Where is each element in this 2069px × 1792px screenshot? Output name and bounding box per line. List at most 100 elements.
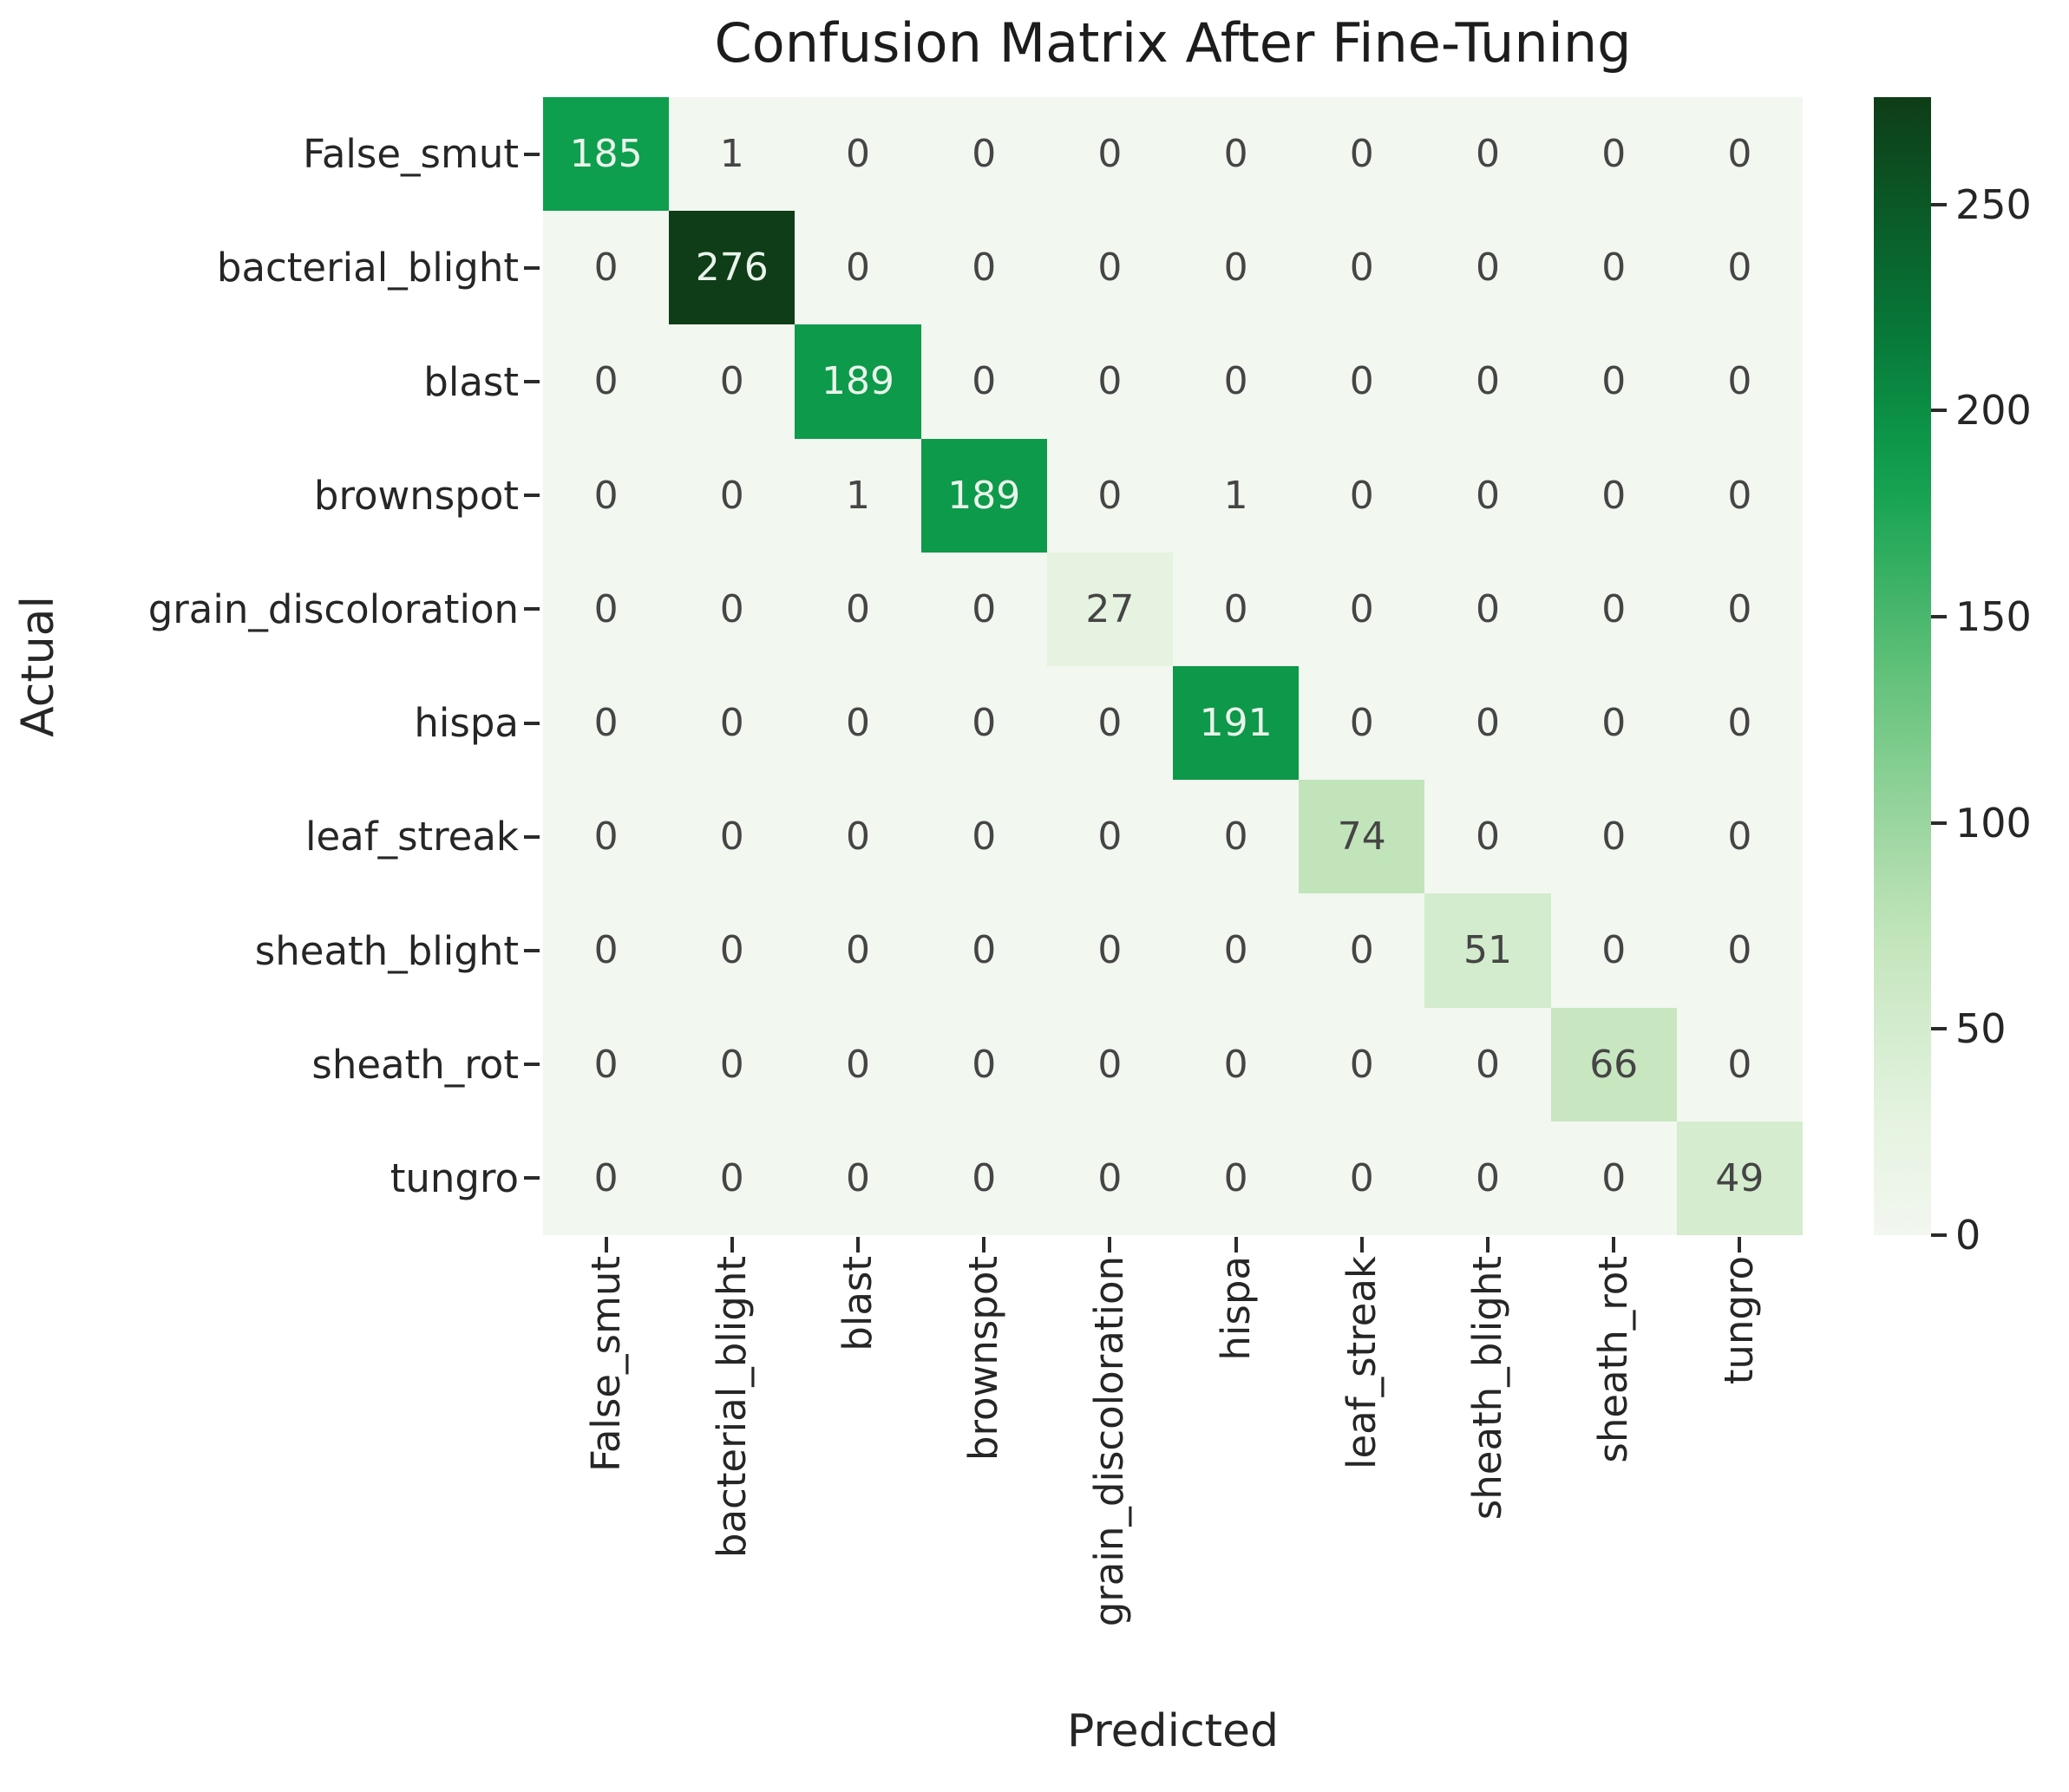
x-tick-label: hispa <box>1212 1256 1259 1361</box>
heatmap-cell: 189 <box>795 324 921 439</box>
heatmap-cell: 0 <box>1424 1121 1551 1235</box>
x-tick-label: blast <box>835 1256 881 1351</box>
heatmap-cell: 0 <box>1550 665 1677 781</box>
heatmap-cell: 0 <box>1046 97 1173 212</box>
heatmap-cell: 0 <box>1299 665 1425 781</box>
heatmap-cell: 0 <box>1424 780 1551 894</box>
heatmap-cell: 0 <box>1550 438 1677 553</box>
heatmap-cell: 0 <box>1299 893 1425 1008</box>
y-tick-label: sheath_blight <box>254 927 519 974</box>
heatmap-cell: 0 <box>1676 211 1803 325</box>
heatmap-cell: 0 <box>795 1007 921 1122</box>
heatmap-cell: 0 <box>1299 1007 1425 1122</box>
heatmap-cell: 0 <box>543 552 670 666</box>
heatmap-cell: 51 <box>1424 893 1551 1008</box>
heatmap-cell: 0 <box>795 665 921 781</box>
heatmap-cell: 0 <box>1299 552 1425 666</box>
heatmap-cell: 66 <box>1550 1007 1677 1122</box>
heatmap-cell: 0 <box>1299 1121 1425 1235</box>
x-tick-label: grain_discoloration <box>1086 1256 1133 1627</box>
heatmap-cell: 0 <box>1046 1007 1173 1122</box>
colorbar-tick-label: 150 <box>1955 592 2032 640</box>
heatmap-cell: 0 <box>1046 780 1173 894</box>
axis-tick <box>1234 1237 1238 1252</box>
y-tick-label: bacterial_blight <box>216 245 519 291</box>
heatmap-cell: 0 <box>1550 780 1677 894</box>
heatmap-cell: 0 <box>669 665 796 781</box>
axis-tick <box>1931 202 1947 206</box>
heatmap-cell: 0 <box>1676 665 1803 781</box>
axis-tick <box>524 721 540 725</box>
heatmap-cell: 0 <box>920 893 1047 1008</box>
heatmap-cell: 0 <box>795 552 921 666</box>
heatmap-cell: 0 <box>543 1121 670 1235</box>
x-axis-tick-labels: False_smut bacterial_blight blast brownspot… <box>543 1256 1803 1707</box>
x-tick-label: tungro <box>1716 1256 1763 1385</box>
y-tick-label: blast <box>423 358 519 405</box>
heatmap-cell: 49 <box>1676 1121 1803 1235</box>
axis-tick <box>1931 821 1947 825</box>
heatmap-cell: 0 <box>1676 1007 1803 1122</box>
axis-tick <box>604 1237 608 1252</box>
heatmap-cell: 0 <box>1172 780 1300 894</box>
axis-tick <box>856 1237 860 1252</box>
heatmap-cell: 1 <box>795 438 921 553</box>
colorbar-tick-label: 50 <box>1955 1005 2007 1053</box>
x-tick-label: False_smut <box>582 1256 629 1472</box>
heatmap-cell: 0 <box>1046 438 1173 553</box>
heatmap-cell: 0 <box>669 893 796 1008</box>
axis-tick <box>524 607 540 612</box>
heatmap-cell: 0 <box>1676 780 1803 894</box>
heatmap-cell: 0 <box>920 552 1047 666</box>
heatmap-cell: 27 <box>1046 552 1173 666</box>
heatmap-cell: 0 <box>669 438 796 553</box>
heatmap-cell: 0 <box>1172 324 1300 439</box>
axis-tick <box>524 834 540 839</box>
axis-tick <box>730 1237 734 1252</box>
heatmap-cell: 0 <box>1172 97 1300 212</box>
axis-tick <box>1931 1027 1947 1031</box>
heatmap-cell: 0 <box>543 324 670 439</box>
heatmap-cell: 0 <box>1046 211 1173 325</box>
heatmap-cell: 276 <box>669 211 796 325</box>
x-tick-label: sheath_blight <box>1464 1256 1510 1521</box>
heatmap-cell: 0 <box>543 780 670 894</box>
heatmap-cell: 191 <box>1172 665 1300 781</box>
heatmap-cell: 0 <box>1550 97 1677 212</box>
y-tick-label: tungro <box>390 1154 519 1201</box>
axis-tick <box>1931 1233 1947 1237</box>
heatmap-cell: 0 <box>1424 211 1551 325</box>
colorbar-tick-label: 200 <box>1955 387 2032 435</box>
axis-tick <box>1108 1237 1112 1252</box>
heatmap-cell: 0 <box>1424 665 1551 781</box>
y-tick-label: hispa <box>414 700 519 747</box>
heatmap-cell: 0 <box>669 552 796 666</box>
heatmap-cell: 0 <box>1046 893 1173 1008</box>
heatmap-cell: 0 <box>669 1121 796 1235</box>
heatmap-cell: 0 <box>920 780 1047 894</box>
x-tick-label: leaf_streak <box>1338 1256 1385 1470</box>
heatmap-cell: 0 <box>1550 893 1677 1008</box>
y-tick-label: False_smut <box>303 131 519 178</box>
x-tick-label: sheath_rot <box>1590 1256 1637 1463</box>
heatmap-cell: 1 <box>1172 438 1300 553</box>
heatmap-cell: 0 <box>920 665 1047 781</box>
axis-tick <box>1931 614 1947 618</box>
heatmap-cell: 0 <box>1299 324 1425 439</box>
chart-title: Confusion Matrix After Fine-Tuning <box>714 11 1632 75</box>
heatmap-cell: 0 <box>1172 893 1300 1008</box>
axis-tick <box>1931 409 1947 413</box>
heatmap-cell: 0 <box>543 211 670 325</box>
colorbar <box>1874 97 1931 1235</box>
axis-tick <box>524 380 540 383</box>
heatmap-cell: 0 <box>1424 552 1551 666</box>
axis-tick <box>524 494 540 498</box>
axis-tick <box>1738 1237 1742 1252</box>
heatmap-cell: 185 <box>543 97 670 212</box>
x-tick-label: bacterial_blight <box>708 1256 755 1559</box>
axis-tick <box>982 1237 986 1252</box>
heatmap-cell: 0 <box>1299 438 1425 553</box>
axis-tick <box>524 949 540 952</box>
heatmap-cell: 0 <box>669 1007 796 1122</box>
